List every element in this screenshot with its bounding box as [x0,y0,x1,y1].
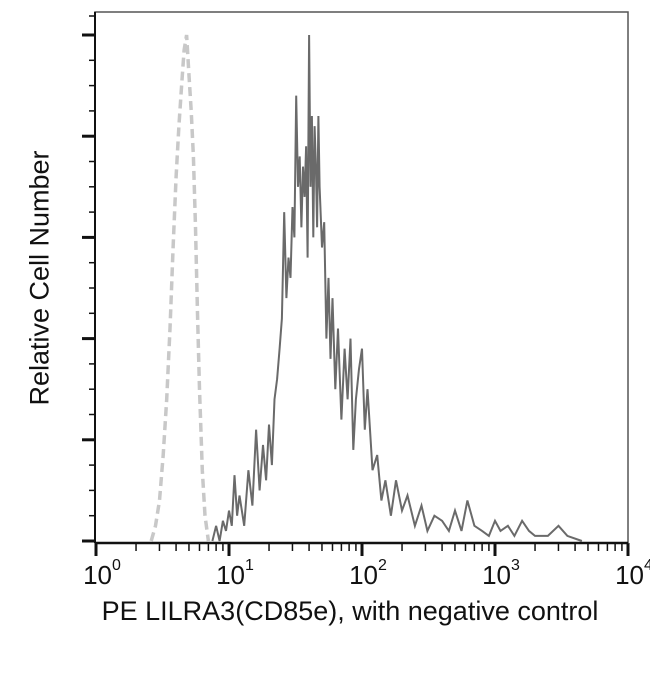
plot-frame [94,11,629,544]
x-tick-label: 102 [349,557,387,590]
x-axis-label: PE LILRA3(CD85e), with negative control [101,596,599,626]
x-tick-label: 101 [216,557,254,590]
x-tick-label: 103 [482,557,520,590]
axis-ticks [82,15,630,556]
sample-curve [211,34,583,542]
x-tick-label: 104 [615,557,650,590]
negative-control-curve [149,34,211,542]
x-tick-label: 100 [83,557,121,590]
y-axis-label: Relative Cell Number [24,150,55,406]
